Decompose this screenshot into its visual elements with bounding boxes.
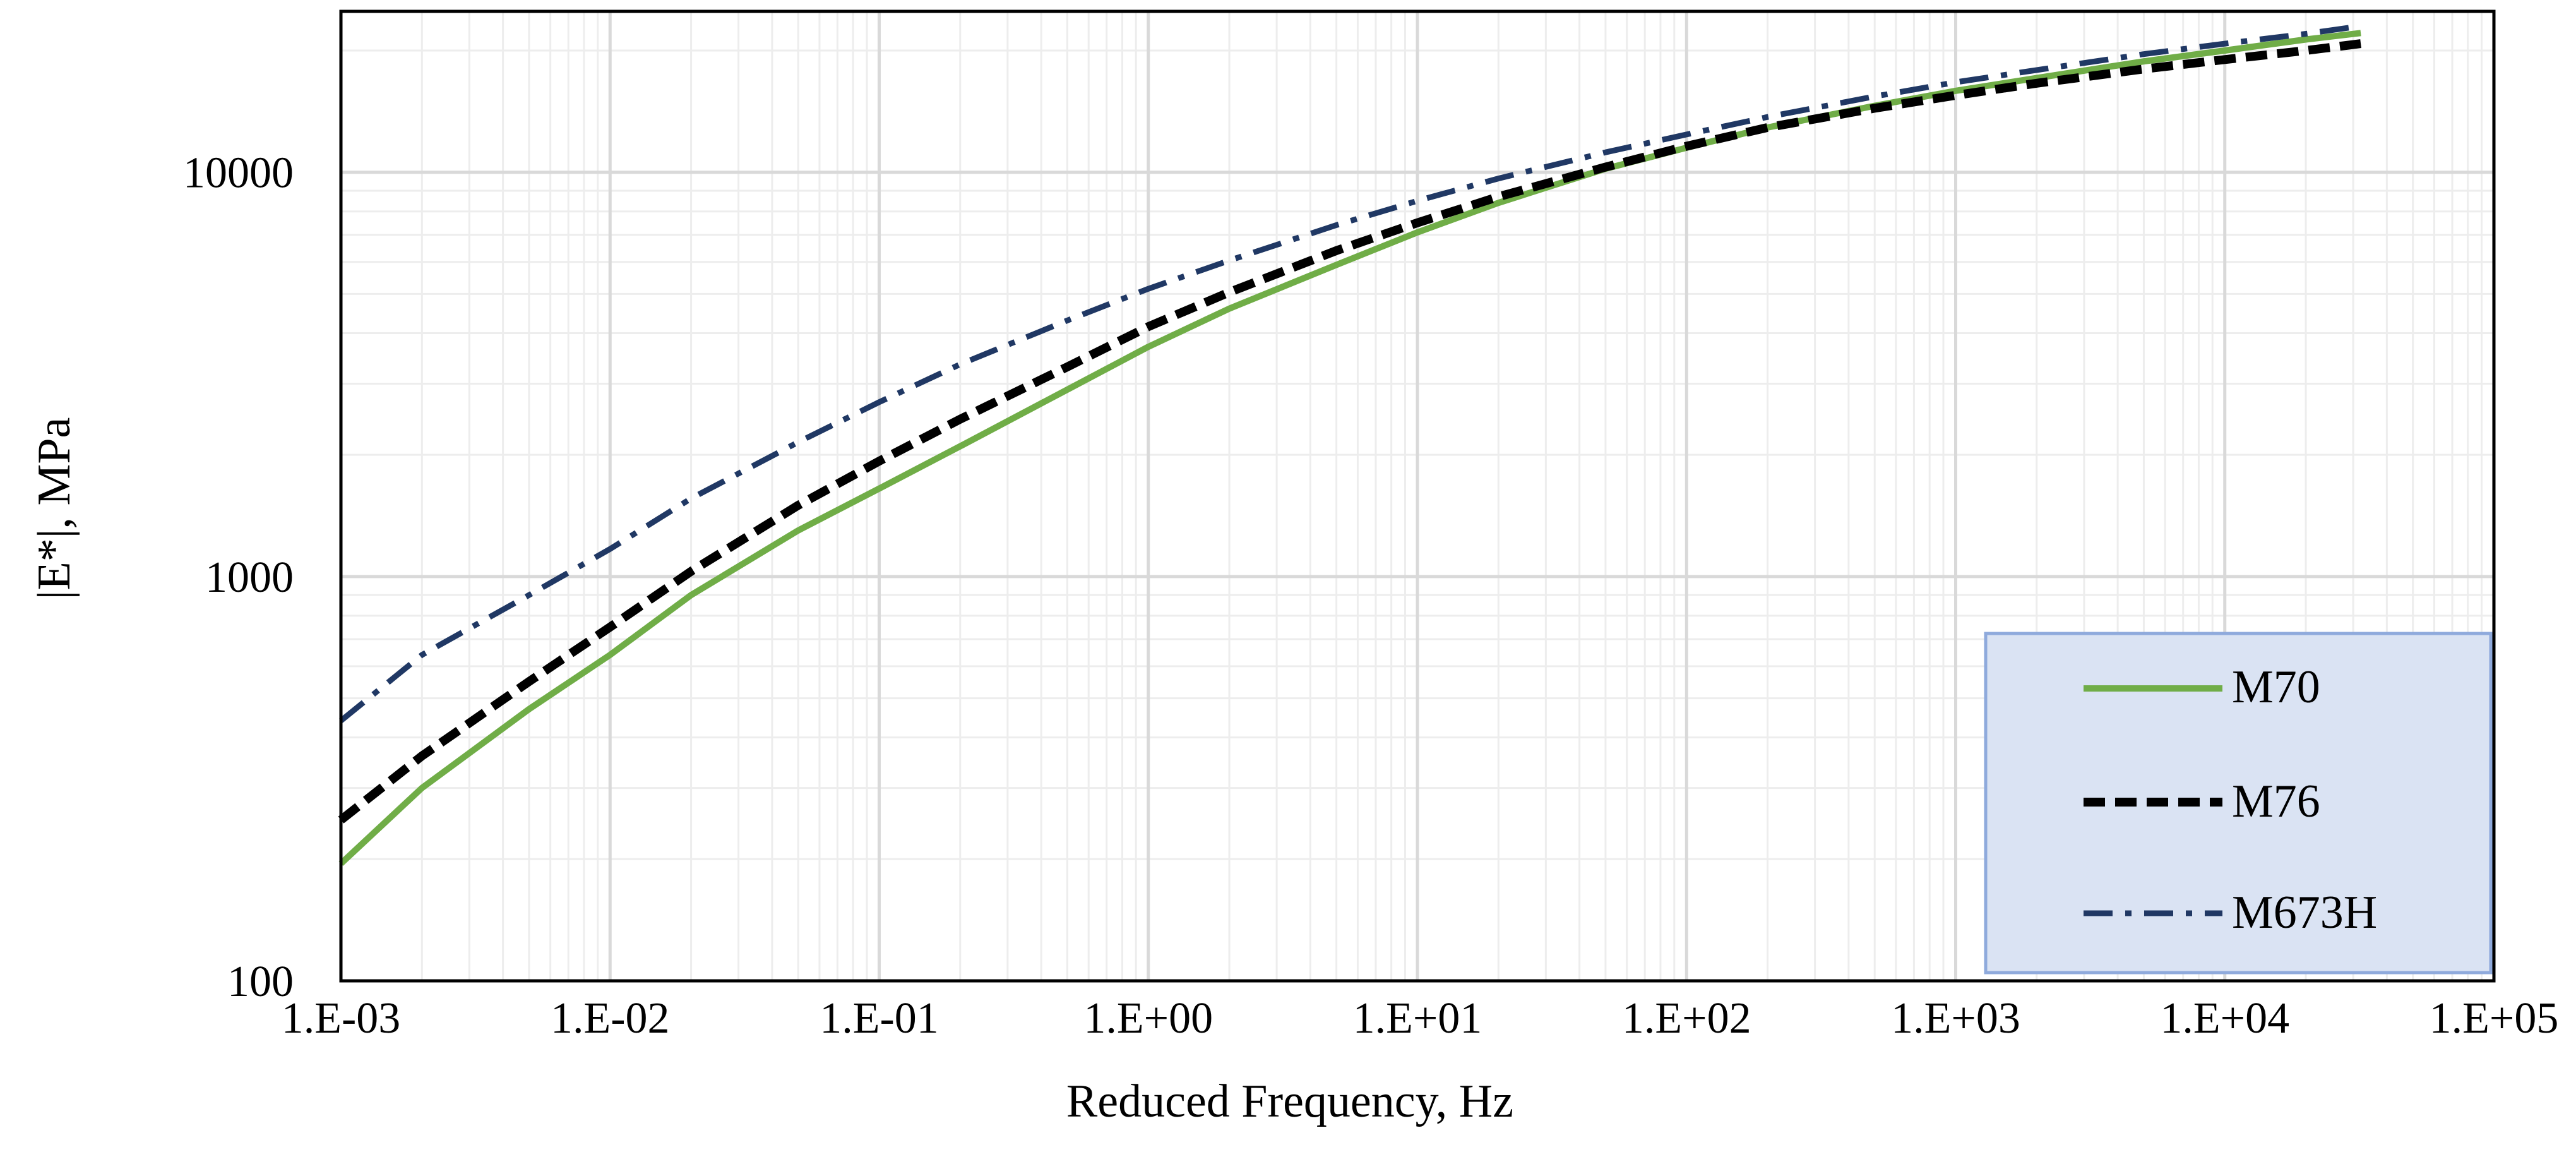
y-tick-label: 10000 [183, 149, 294, 198]
x-tick-label: 1.E-02 [551, 994, 670, 1043]
axes [339, 9, 2496, 983]
series-line-m673h [339, 23, 2361, 723]
legend: M70 M76 M673H [1984, 632, 2493, 975]
x-tick-label: 1.E-01 [820, 994, 939, 1043]
legend-box [1984, 632, 2493, 975]
legend-label-m76: M76 [2232, 776, 2320, 827]
data-series [338, 23, 2361, 866]
x-tick-label: 1.E+01 [1353, 994, 1482, 1043]
x-tick-label: 1.E+03 [1891, 994, 2020, 1043]
y-axis-title: |E*|, MPa [28, 417, 80, 600]
x-tick-label: 1.E+02 [1622, 994, 1751, 1043]
legend-label-m70: M70 [2232, 661, 2320, 713]
x-tick-label: 1.E-03 [282, 994, 401, 1043]
x-tick-label: 1.E+00 [1083, 994, 1213, 1043]
legend-label-m673h: M673H [2232, 887, 2377, 939]
series-line-m70 [338, 30, 2361, 866]
series-line-m76 [338, 39, 2361, 824]
x-axis-title: Reduced Frequency, Hz [1066, 1076, 1513, 1127]
grid-lines [339, 11, 2496, 983]
plot-area-border [339, 9, 2496, 983]
tick-labels: 1.E-03 1.E-02 1.E-01 1.E+00 1.E+01 1.E+02 1.E+… [183, 149, 2558, 1043]
x-tick-label: 1.E+05 [2430, 994, 2559, 1043]
y-tick-label: 100 [227, 957, 294, 1006]
y-tick-label: 1000 [205, 553, 294, 602]
x-tick-label: 1.E+04 [2160, 994, 2289, 1043]
